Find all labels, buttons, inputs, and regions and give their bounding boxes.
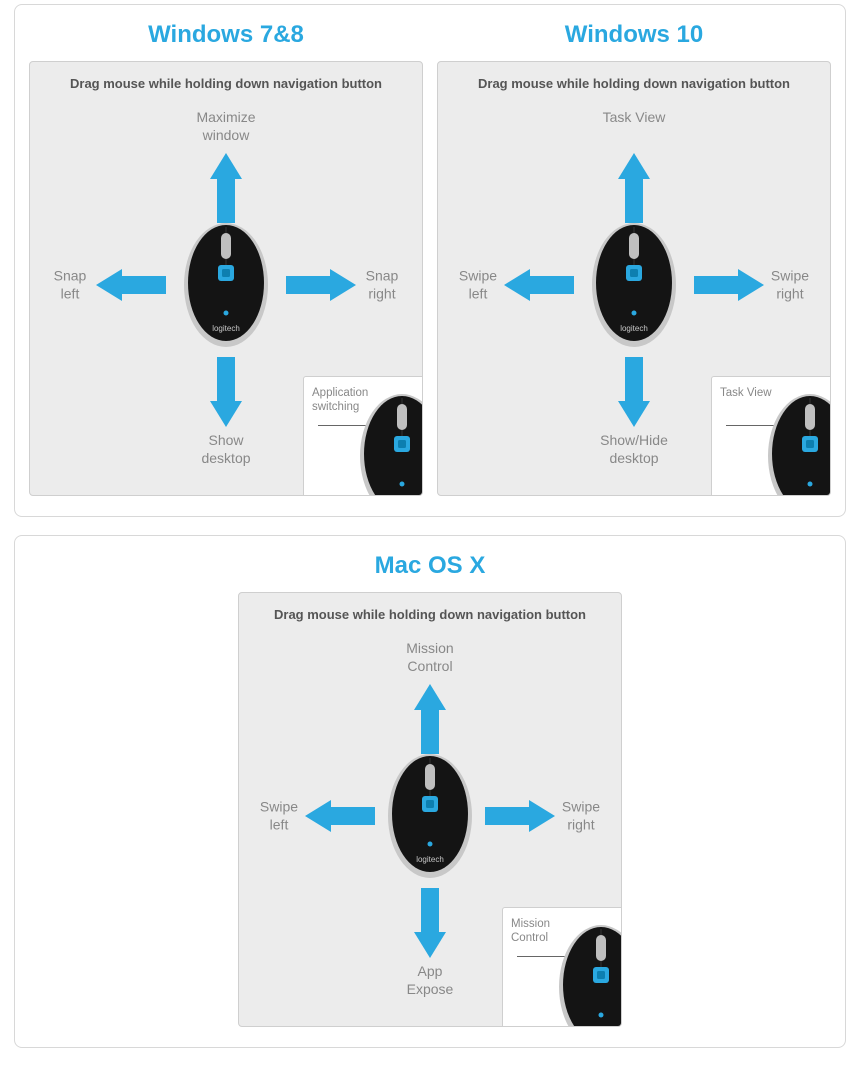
inset-caption: Click navigation button bbox=[702, 61, 824, 371]
arrow-up-icon bbox=[618, 153, 650, 179]
arrow-down-icon bbox=[210, 401, 242, 427]
title-win10: Windows 10 bbox=[565, 21, 703, 49]
inset-caption: Click navigation button bbox=[294, 61, 416, 371]
inset-win78: Application switching bbox=[303, 376, 423, 496]
label-up: Maximize window bbox=[196, 109, 255, 144]
label-down: App Expose bbox=[407, 963, 454, 998]
title-win78: Windows 7&8 bbox=[148, 21, 304, 49]
arrow-left-icon bbox=[504, 269, 530, 301]
mouse-icon bbox=[590, 221, 678, 349]
inset-win10: Task View bbox=[711, 376, 831, 496]
inset-macosx: Mission Control bbox=[502, 907, 622, 1027]
arrow-left-icon bbox=[96, 269, 122, 301]
panel-windows: Windows 7&8 Drag mouse while holding dow… bbox=[14, 4, 846, 517]
arrow-down-icon bbox=[414, 932, 446, 958]
arrow-up-icon bbox=[414, 684, 446, 710]
label-up: Task View bbox=[603, 109, 666, 127]
inset-label: Task View bbox=[720, 387, 772, 401]
mouse-icon bbox=[386, 752, 474, 880]
title-macosx: Mac OS X bbox=[29, 552, 831, 580]
label-left: Swipe left bbox=[448, 268, 508, 303]
label-left: Snap left bbox=[40, 268, 100, 303]
inset-label: Mission Control bbox=[511, 918, 550, 946]
card-win10: Drag mouse while holding down navigation… bbox=[437, 61, 831, 496]
label-down: Show/Hide desktop bbox=[600, 432, 668, 467]
card-win78: Drag mouse while holding down navigation… bbox=[29, 61, 423, 496]
inset-caption: Click navigation button bbox=[493, 592, 615, 902]
arrow-left-icon bbox=[305, 800, 331, 832]
card-macosx: Drag mouse while holding down navigation… bbox=[238, 592, 622, 1027]
mouse-icon bbox=[358, 392, 423, 496]
arrow-down-icon bbox=[618, 401, 650, 427]
panel-mac: Mac OS X Drag mouse while holding down n… bbox=[14, 535, 846, 1048]
col-win10: Windows 10 Drag mouse while holding down… bbox=[437, 21, 831, 496]
mouse-icon bbox=[182, 221, 270, 349]
label-down: Show desktop bbox=[201, 432, 250, 467]
mouse-icon bbox=[557, 923, 622, 1027]
mouse-icon bbox=[766, 392, 831, 496]
col-win78: Windows 7&8 Drag mouse while holding dow… bbox=[29, 21, 423, 496]
label-left: Swipe left bbox=[249, 799, 309, 834]
arrow-up-icon bbox=[210, 153, 242, 179]
label-up: Mission Control bbox=[406, 640, 453, 675]
